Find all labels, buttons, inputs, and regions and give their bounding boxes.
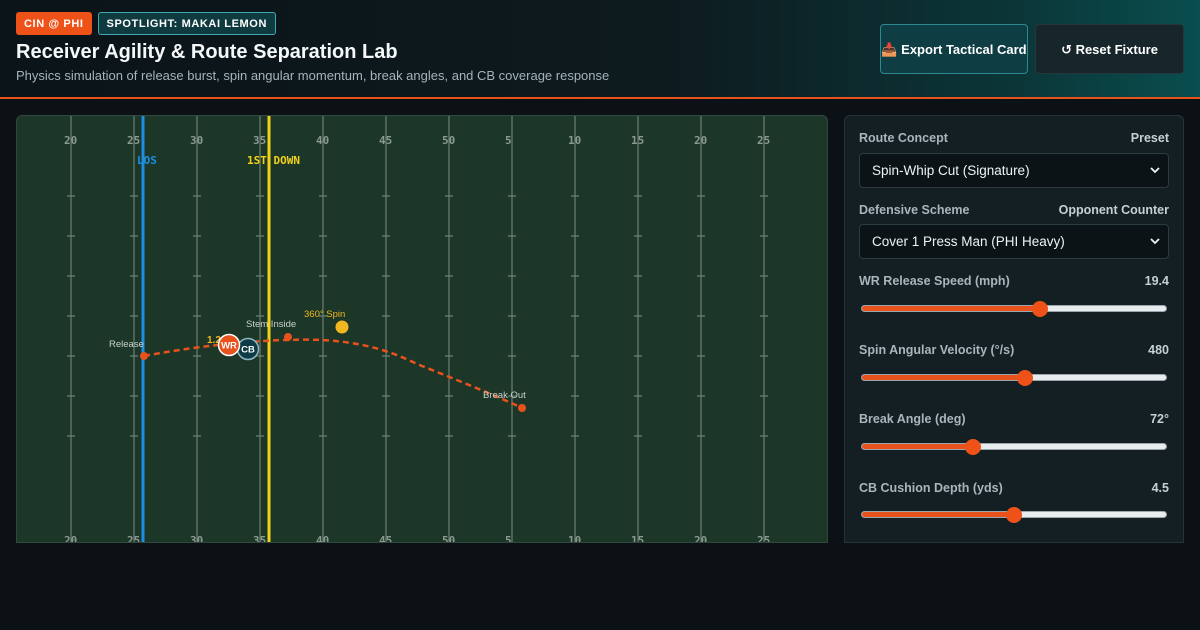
cb-cushion-label: CB Cushion Depth (yds) bbox=[859, 481, 1003, 495]
break-angle-label: Break Angle (deg) bbox=[859, 412, 966, 426]
release-point[interactable] bbox=[140, 352, 148, 360]
yard-number: 25 bbox=[127, 134, 140, 147]
yard-number: 30 bbox=[190, 534, 203, 543]
defense-value: Cover 1 Press Man (PHI Heavy) bbox=[872, 234, 1065, 249]
break-angle-value: 72° bbox=[1150, 412, 1169, 426]
chevron-down-icon bbox=[1150, 167, 1160, 174]
slider-thumb[interactable] bbox=[1006, 507, 1022, 523]
reset-fixture-button[interactable]: ↺ Reset Fixture bbox=[1035, 24, 1184, 74]
cb-cushion-header: CB Cushion Depth (yds) 4.5 bbox=[859, 481, 1169, 495]
release-speed-label: WR Release Speed (mph) bbox=[859, 274, 1010, 288]
cb-cushion-value: 4.5 bbox=[1151, 481, 1169, 495]
yard-number: 20 bbox=[64, 534, 77, 543]
break-angle-header: Break Angle (deg) 72° bbox=[859, 412, 1169, 426]
yard-number: 40 bbox=[316, 134, 329, 147]
yard-number: 25 bbox=[127, 534, 140, 543]
release-speed-value: 19.4 bbox=[1144, 274, 1169, 288]
yard-number: 15 bbox=[631, 534, 644, 543]
yard-number: 50 bbox=[442, 534, 455, 543]
spin-velocity-slider[interactable] bbox=[859, 369, 1169, 387]
slider-thumb[interactable] bbox=[964, 439, 981, 455]
cb-label: CB bbox=[241, 345, 255, 356]
yard-number: 10 bbox=[568, 534, 581, 543]
yard-lines bbox=[70, 116, 765, 542]
cb-marker[interactable]: CB bbox=[236, 337, 260, 361]
defense-header: Defensive Scheme Opponent Counter bbox=[859, 203, 1169, 217]
release-label: Release bbox=[109, 339, 144, 350]
yard-number: 45 bbox=[379, 134, 392, 147]
route-path bbox=[143, 338, 523, 410]
hash-marks bbox=[67, 195, 768, 437]
route-concept-header: Route Concept Preset bbox=[859, 131, 1169, 145]
yard-number: 50 bbox=[442, 134, 455, 147]
first-down-label: 1ST DOWN bbox=[247, 154, 300, 167]
spin-velocity-header: Spin Angular Velocity (°/s) 480 bbox=[859, 343, 1169, 357]
matchup-badge: CIN @ PHI bbox=[16, 12, 92, 35]
yard-number: 35 bbox=[253, 534, 266, 543]
field-diagram: 20 25 30 35 40 45 50 5 10 15 20 25 20 25 30 35 40 45 50 5 1… bbox=[64, 116, 770, 543]
spin-point[interactable] bbox=[335, 320, 349, 334]
yard-number: 30 bbox=[190, 134, 203, 147]
header-badges: CIN @ PHI SPOTLIGHT: MAKAI LEMON bbox=[16, 12, 277, 35]
break-angle-slider[interactable] bbox=[859, 438, 1169, 456]
route-concept-tag: Preset bbox=[1130, 131, 1169, 145]
cb-cushion-slider[interactable] bbox=[859, 506, 1169, 524]
route-field-canvas[interactable]: 20 25 30 35 40 45 50 5 10 15 20 25 20 25 30 35 40 45 50 5 1… bbox=[16, 115, 828, 543]
stem-label: Stem Inside bbox=[246, 319, 296, 330]
spotlight-badge: SPOTLIGHT: MAKAI LEMON bbox=[97, 12, 277, 35]
wr-marker[interactable]: WR bbox=[217, 333, 241, 357]
release-speed-slider[interactable] bbox=[859, 300, 1169, 318]
page-title: Receiver Agility & Route Separation Lab bbox=[16, 41, 398, 63]
yard-number: 5 bbox=[505, 134, 512, 147]
route-concept-select[interactable]: Spin-Whip Cut (Signature) bbox=[859, 153, 1169, 188]
control-panel: Route Concept Preset Spin-Whip Cut (Sign… bbox=[844, 115, 1184, 543]
break-point[interactable] bbox=[518, 404, 526, 412]
los-label: LOS bbox=[137, 154, 157, 167]
defense-tag: Opponent Counter bbox=[1058, 203, 1169, 217]
yard-number: 20 bbox=[64, 134, 77, 147]
yard-number: 35 bbox=[253, 134, 266, 147]
export-tactical-card-button[interactable]: 📥 Export Tactical Card bbox=[880, 24, 1028, 74]
spin-velocity-label: Spin Angular Velocity (°/s) bbox=[859, 343, 1015, 357]
spin-velocity-value: 480 bbox=[1148, 343, 1169, 357]
slider-thumb[interactable] bbox=[1032, 301, 1048, 317]
chevron-down-icon bbox=[1150, 238, 1160, 245]
break-label: Break Out bbox=[483, 390, 526, 401]
wr-label: WR bbox=[221, 341, 237, 352]
yard-number: 25 bbox=[757, 534, 770, 543]
release-speed-header: WR Release Speed (mph) 19.4 bbox=[859, 274, 1169, 288]
yard-number: 20 bbox=[694, 134, 707, 147]
route-concept-value: Spin-Whip Cut (Signature) bbox=[872, 163, 1030, 178]
route-concept-label: Route Concept bbox=[859, 131, 948, 145]
page-subtitle: Physics simulation of release burst, spi… bbox=[16, 68, 610, 83]
yard-number: 5 bbox=[505, 534, 512, 543]
yard-number: 10 bbox=[568, 134, 581, 147]
yard-numbers-bottom: 20 25 30 35 40 45 50 5 10 15 20 25 bbox=[64, 534, 770, 543]
yard-number: 45 bbox=[379, 534, 392, 543]
app-header: CIN @ PHI SPOTLIGHT: MAKAI LEMON Receive… bbox=[0, 0, 1200, 99]
spin-label: 360° Spin bbox=[304, 309, 345, 320]
yard-number: 40 bbox=[316, 534, 329, 543]
slider-thumb[interactable] bbox=[1016, 370, 1033, 386]
defense-scheme-select[interactable]: Cover 1 Press Man (PHI Heavy) bbox=[859, 224, 1169, 259]
yard-numbers-top: 20 25 30 35 40 45 50 5 10 15 20 25 bbox=[64, 134, 770, 147]
yard-number: 25 bbox=[757, 134, 770, 147]
yard-number: 15 bbox=[631, 134, 644, 147]
defense-label: Defensive Scheme bbox=[859, 203, 970, 217]
stem-point[interactable] bbox=[284, 333, 292, 341]
yard-number: 20 bbox=[694, 534, 707, 543]
